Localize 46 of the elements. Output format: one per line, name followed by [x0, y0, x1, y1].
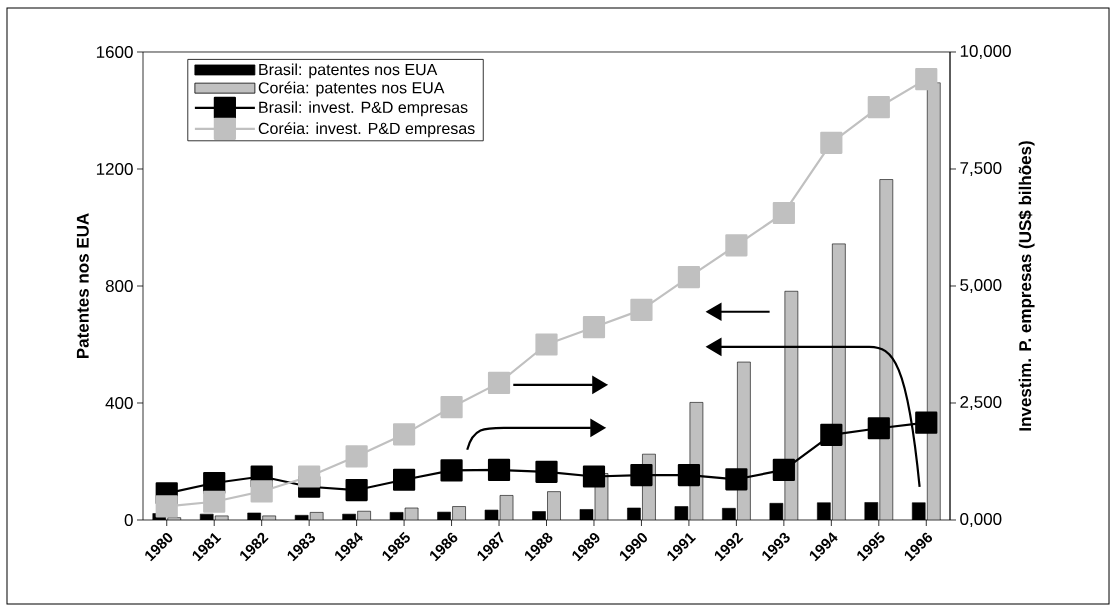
point: [487, 371, 511, 394]
point: [582, 465, 606, 488]
y-tick-label: 1200: [96, 162, 133, 176]
y2-tick-label: 2,500: [960, 395, 1002, 411]
y2-tick-label: 10,000: [960, 44, 1011, 60]
point: [155, 495, 178, 518]
y2-tick-label: 5,000: [960, 278, 1002, 294]
point: [392, 423, 416, 446]
point: [535, 460, 558, 483]
point: [820, 423, 843, 446]
point: [440, 396, 463, 419]
y-tick-label: 400: [105, 396, 133, 410]
y-tick-label: 800: [105, 279, 133, 293]
point: [250, 480, 273, 503]
point: [535, 333, 558, 356]
point: [772, 201, 795, 225]
point: [915, 68, 938, 91]
point: [725, 468, 748, 491]
point: [677, 463, 701, 487]
y-tick-label: 1600: [96, 45, 133, 59]
point: [915, 411, 938, 434]
y2-tick-label: 7,500: [960, 161, 1002, 177]
point: [582, 316, 606, 339]
point: [677, 266, 701, 289]
point: [725, 234, 748, 257]
point: [772, 458, 795, 482]
point: [867, 96, 890, 119]
point: [867, 417, 890, 440]
y-tick-label: 0: [124, 513, 133, 527]
legend-label: Brasil: patentes nos EUA: [259, 63, 438, 79]
point: [298, 465, 321, 488]
point: [440, 459, 463, 482]
y-axis-title: Patentes nos EUA: [76, 213, 89, 359]
point: [820, 131, 843, 154]
point: [630, 298, 653, 321]
legend-label: Brasil: invest. P&D empresas: [259, 101, 468, 117]
point: [345, 445, 368, 468]
point: [630, 463, 653, 487]
point: [203, 490, 226, 513]
point: [345, 478, 368, 502]
point: [487, 458, 511, 482]
y2-axis-title: Investim. P. empresas (US$ bilhões): [1018, 141, 1035, 431]
legend-label: Coréia: patentes nos EUA: [258, 81, 445, 97]
legend-label: Coréia: invest. P&D empresas: [258, 122, 475, 138]
point: [392, 468, 416, 491]
y2-tick-label: 0,000: [960, 512, 1002, 528]
